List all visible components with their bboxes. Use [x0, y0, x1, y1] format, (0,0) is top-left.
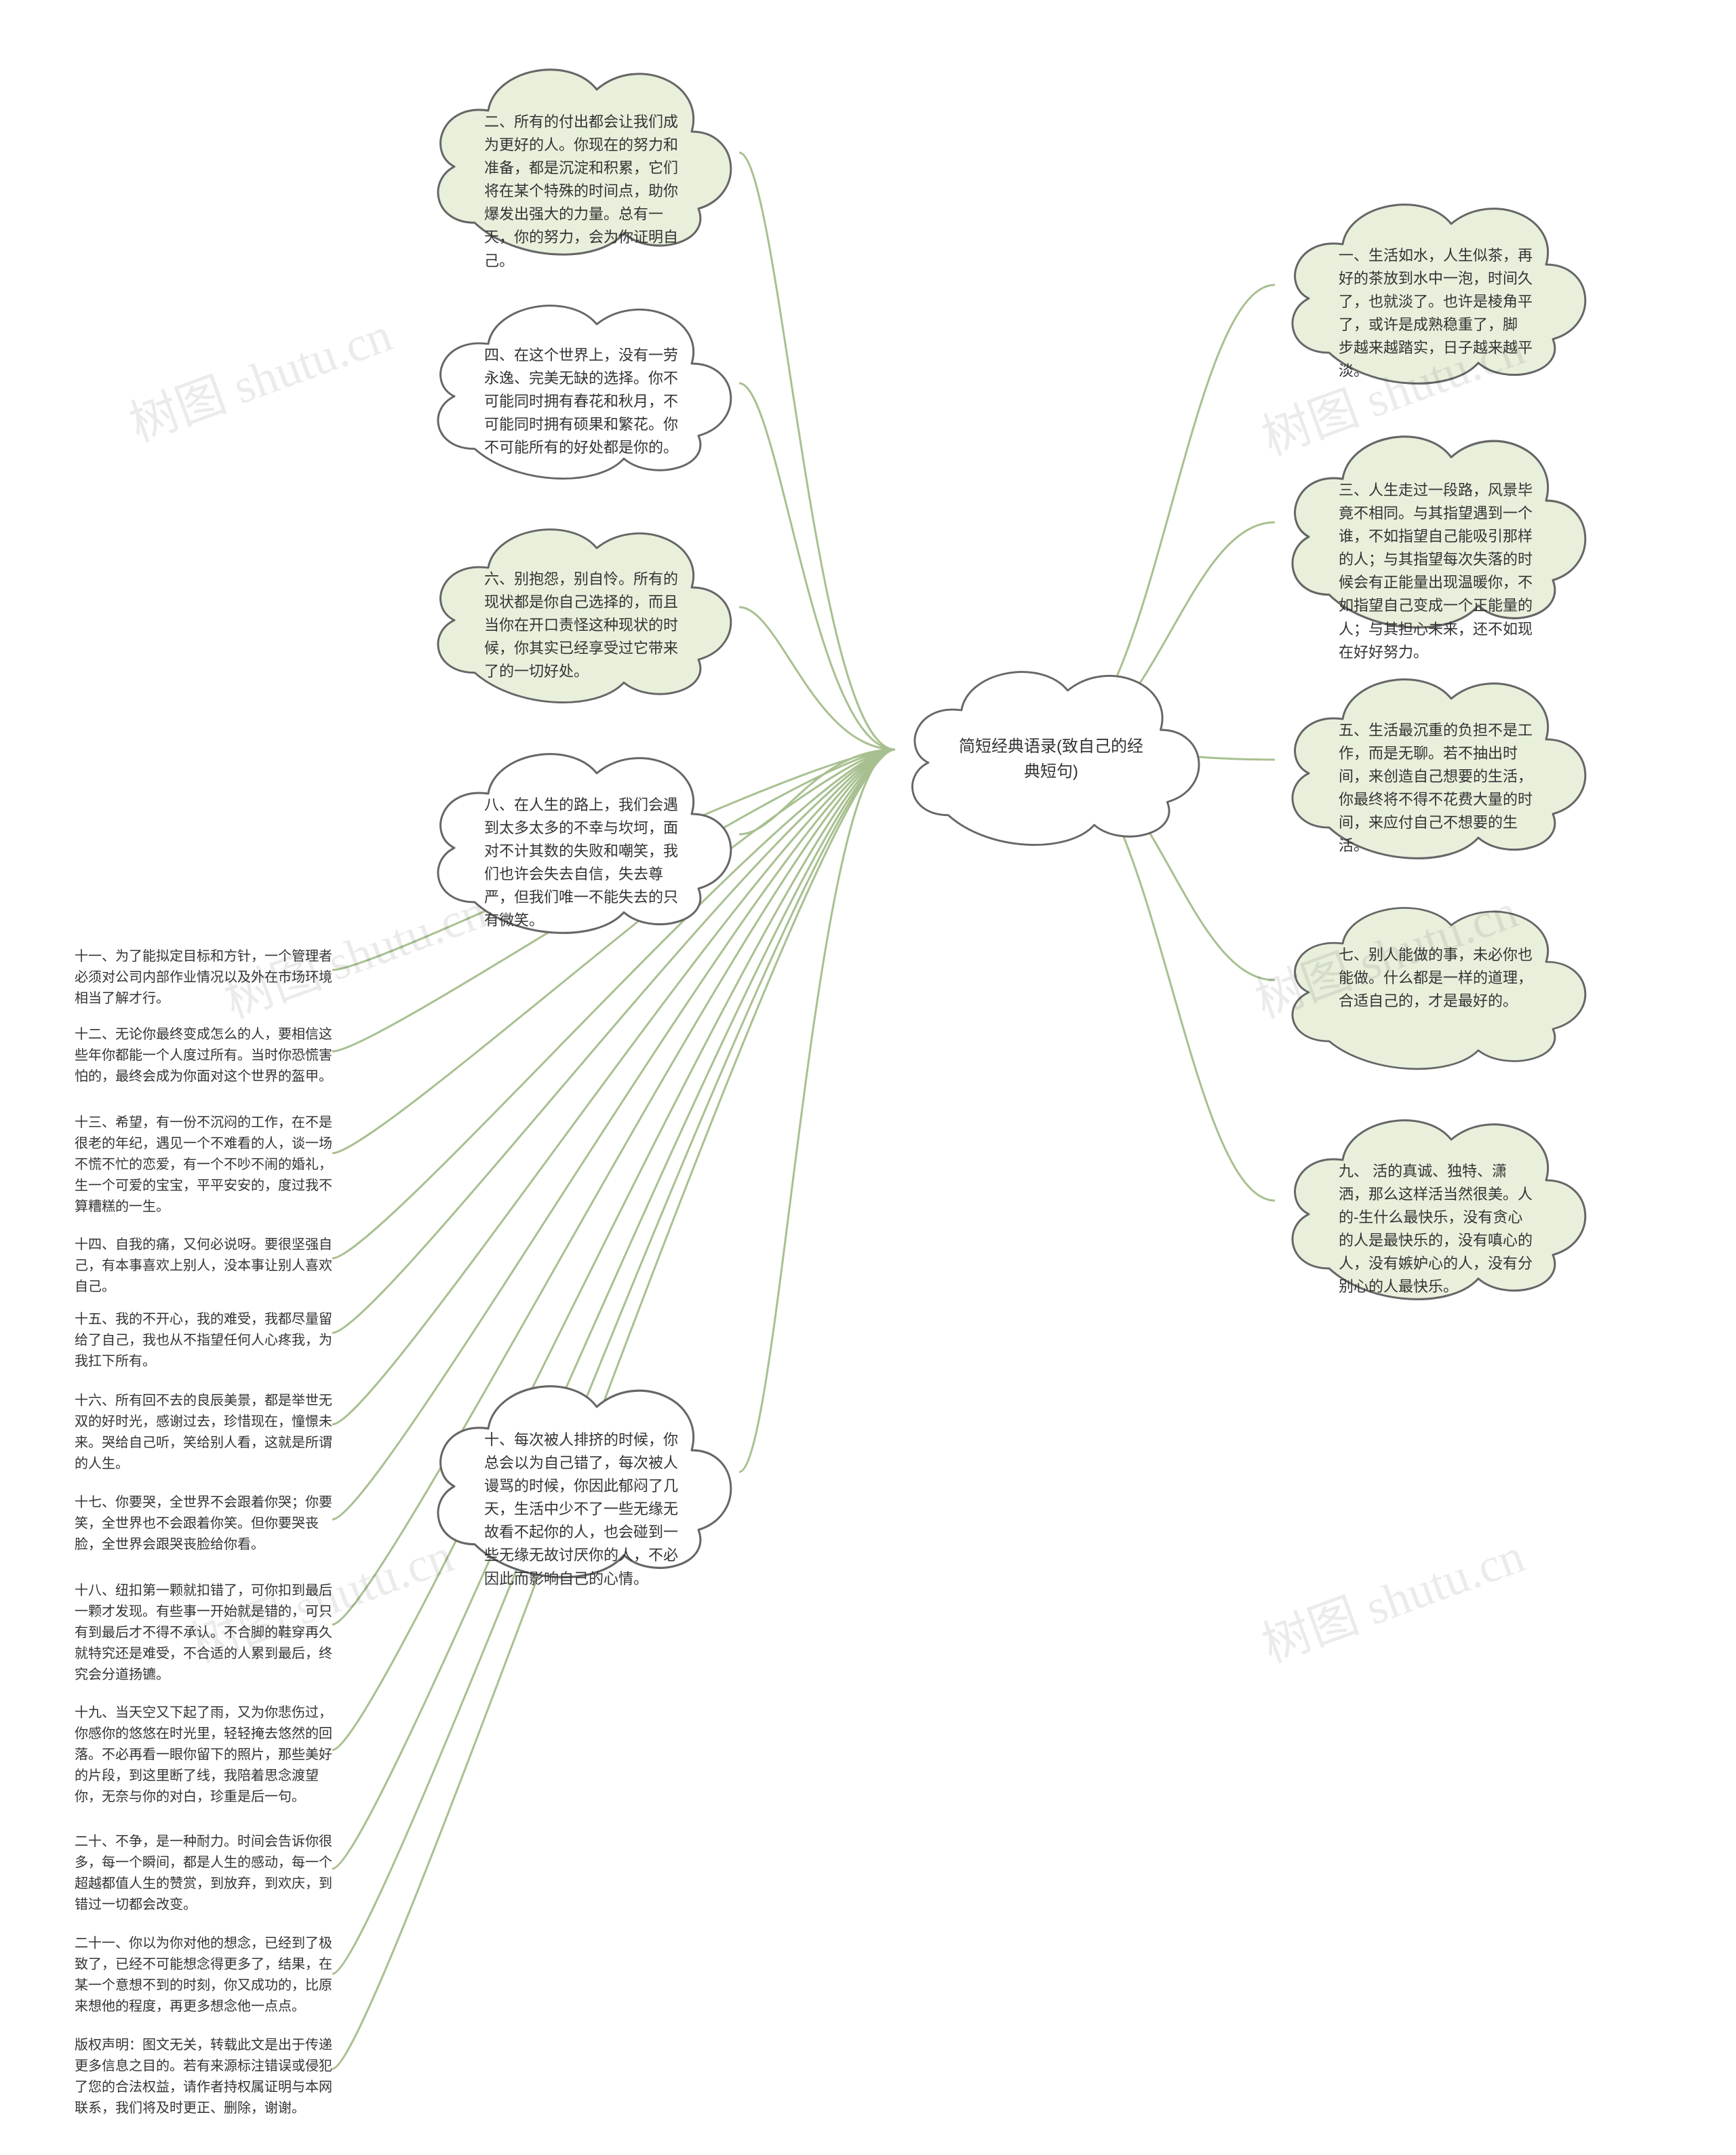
cloud-text: 五、生活最沉重的负担不是工作，而是无聊。若不抽出时间，来创造自己想要的生活，你最…	[1339, 719, 1536, 858]
plain-node: 十三、希望，有一份不沉闷的工作，在不是很老的年纪，遇见一个不难看的人，谈一场不慌…	[75, 1112, 332, 1218]
cloud-node: 二、所有的付出都会让我们成为更好的人。你现在的努力和准备，都是沉淀和积累，它们将…	[420, 47, 739, 258]
connector	[739, 750, 895, 1472]
cloud-text: 七、别人能做的事，未必你也能做。什么都是一样的道理，合适自己的，才是最好的。	[1339, 944, 1536, 1013]
cloud-node: 七、别人能做的事，未必你也能做。什么都是一样的道理，合适自己的，才是最好的。	[1275, 889, 1594, 1072]
cloud-node: 六、别抱怨，别自怜。所有的现状都是你自己选择的，而且当你在开口责怪这种现状的时候…	[420, 509, 739, 705]
plain-node: 十六、所有回不去的良辰美景，都是举世无双的好时光，感谢过去，珍惜现在，憧憬未来。…	[75, 1391, 332, 1475]
plain-node: 十四、自我的痛，又何必说呀。要很坚强自己，有本事喜欢上别人，没本事让别人喜欢自己…	[75, 1235, 332, 1298]
connector	[739, 607, 895, 750]
plain-node: 十九、当天空又下起了雨，又为你悲伤过，你感你的悠悠在时光里，轻轻掩去悠然的回落。…	[75, 1703, 332, 1808]
connector	[739, 153, 895, 750]
watermark: 树图 shutu.cn	[1250, 1515, 1533, 1676]
cloud-text: 十、每次被人排挤的时候，你总会以为自己错了，每次被人谩骂的时候，你因此郁闷了几天…	[484, 1429, 682, 1591]
watermark: 树图 shutu.cn	[118, 294, 400, 455]
cloud-node: 八、在人生的路上，我们会遇到太多太多的不幸与坎坷，面对不计其数的失败和嘲笑，我们…	[420, 733, 739, 936]
cloud-node: 五、生活最沉重的负担不是工作，而是无聊。若不抽出时间，来创造自己想要的生活，你最…	[1275, 658, 1594, 861]
cloud-text: 八、在人生的路上，我们会遇到太多太多的不幸与坎坷，面对不计其数的失败和嘲笑，我们…	[484, 794, 682, 933]
plain-node: 二十、不争，是一种耐力。时间会告诉你很多，每一个瞬间，都是人生的感动，每一个超越…	[75, 1831, 332, 1916]
cloud-text: 简短经典语录(致自己的经 典短句)	[951, 734, 1151, 784]
cloud-node: 三、人生走过一段路，风景毕竟不相同。与其指望遇到一个谁，不如指望自己能吸引那样的…	[1275, 414, 1594, 631]
center-node: 简短经典语录(致自己的经 典短句)	[895, 651, 1207, 848]
cloud-text: 三、人生走过一段路，风景毕竟不相同。与其指望遇到一个谁，不如指望自己能吸引那样的…	[1339, 479, 1536, 664]
plain-node: 十一、为了能拟定目标和方针，一个管理者必须对公司内部作业情况以及外在市场环境相当…	[75, 946, 332, 1009]
plain-node: 十七、你要哭，全世界不会跟着你哭；你要笑，全世界也不会跟着你笑。但你要哭丧脸，全…	[75, 1492, 332, 1555]
plain-node: 版权声明：图文无关，转载此文是出于传递更多信息之目的。若有来源标注错误或侵犯了您…	[75, 2035, 332, 2119]
plain-node: 十五、我的不开心，我的难受，我都尽量留给了自己，我也从不指望任何人心疼我，为我扛…	[75, 1309, 332, 1372]
plain-node: 十八、纽扣第一颗就扣错了，可你扣到最后一颗才发现。有些事一开始就是错的，可只有到…	[75, 1580, 332, 1686]
cloud-node: 九、 活的真诚、独特、潇洒，那么这样活当然很美。人的-生什么最快乐，没有贪心的人…	[1275, 1099, 1594, 1302]
cloud-node: 十、每次被人排挤的时候，你总会以为自己错了，每次被人谩骂的时候，你因此郁闷了几天…	[420, 1363, 739, 1580]
cloud-text: 四、在这个世界上，没有一劳永逸、完美无缺的选择。你不可能同时拥有春花和秋月，不可…	[484, 344, 682, 459]
cloud-text: 一、生活如水，人生似茶，再好的茶放到水中一泡，时间久了，也就淡了。也许是棱角平了…	[1339, 244, 1536, 383]
plain-node: 二十一、你以为你对他的想念，已经到了极致了，已经不可能想念得更多了，结果，在某一…	[75, 1933, 332, 2017]
cloud-text: 九、 活的真诚、独特、潇洒，那么这样活当然很美。人的-生什么最快乐，没有贪心的人…	[1339, 1160, 1536, 1299]
plain-node: 十二、无论你最终变成怎么的人，要相信这些年你都能一个人度过所有。当时你恐慌害怕的…	[75, 1024, 332, 1087]
cloud-node: 一、生活如水，人生似茶，再好的茶放到水中一泡，时间久了，也就淡了。也许是棱角平了…	[1275, 183, 1594, 387]
mindmap-canvas: { "watermark_text": "树图 shutu.cn", "wate…	[0, 0, 1736, 2155]
connector	[739, 383, 895, 750]
cloud-node: 四、在这个世界上，没有一劳永逸、完美无缺的选择。你不可能同时拥有春花和秋月，不可…	[420, 285, 739, 482]
connector	[739, 750, 895, 834]
cloud-text: 六、别抱怨，别自怜。所有的现状都是你自己选择的，而且当你在开口责怪这种现状的时候…	[484, 568, 682, 683]
cloud-text: 二、所有的付出都会让我们成为更好的人。你现在的努力和准备，都是沉淀和积累，它们将…	[484, 111, 682, 273]
